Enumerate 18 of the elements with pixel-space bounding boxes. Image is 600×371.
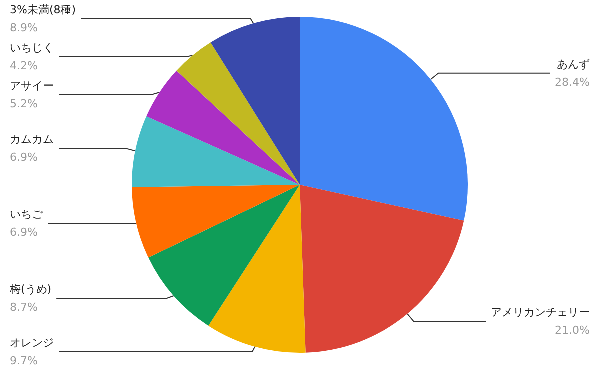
slice-label: オレンジ	[10, 336, 54, 350]
data-label: 6.9%	[10, 226, 38, 240]
data-label: 9.7%	[10, 354, 38, 368]
data-label: 5.2%	[10, 98, 38, 110]
slice-label: カムカム	[10, 132, 54, 146]
data-label: 6.9%	[10, 150, 38, 164]
slice-label: 梅(うめ)	[9, 283, 52, 296]
data-label: 28.4%	[555, 76, 590, 89]
slice-label: アメリカンチェリー	[491, 306, 590, 320]
data-label: 4.2%	[10, 60, 38, 72]
slice-label: あんず	[557, 58, 590, 71]
slice-label: いちじく	[10, 42, 54, 54]
data-label: 8.7%	[10, 301, 38, 314]
slice-label: 3%未満(8種)	[10, 4, 76, 16]
data-label: 21.0%	[555, 324, 590, 338]
data-label: 8.9%	[10, 22, 38, 34]
slice-label: アサイー	[10, 80, 54, 92]
slice-label: いちご	[10, 208, 44, 222]
